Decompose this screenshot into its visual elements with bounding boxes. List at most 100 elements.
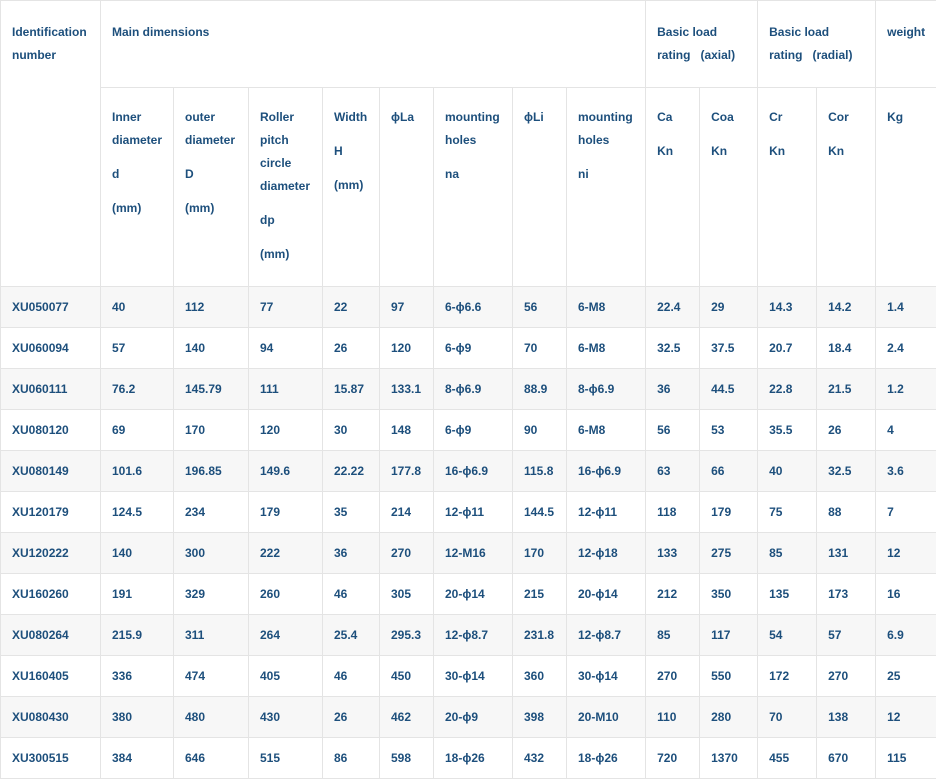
- table-cell: 234: [173, 491, 249, 533]
- table-cell: 6-M8: [565, 286, 647, 328]
- table-cell: 177.8: [379, 450, 434, 492]
- table-cell: 144.5: [512, 491, 567, 533]
- table-cell: 16-ϕ6.9: [433, 450, 513, 492]
- group-header: Basic load rating (radial): [757, 0, 877, 88]
- table-cell: 170: [512, 532, 567, 574]
- table-cell: 133: [645, 532, 701, 574]
- table-cell: 336: [100, 655, 174, 697]
- table-cell: 35: [322, 491, 380, 533]
- table-cell: 20-M10: [565, 696, 647, 738]
- table-cell: 6-M8: [565, 327, 647, 369]
- table-cell: 133.1: [379, 368, 434, 410]
- header-text: (mm): [112, 201, 142, 215]
- table-cell: 405: [248, 655, 323, 697]
- table-cell: 138: [816, 696, 877, 738]
- table-cell: 14.3: [757, 286, 818, 328]
- table-cell: 6-ϕ6.6: [433, 286, 513, 328]
- table-cell: 350: [699, 573, 759, 615]
- table-cell: 22: [322, 286, 380, 328]
- table-cell: 110: [645, 696, 701, 738]
- table-cell: 70: [512, 327, 567, 369]
- table-cell: 69: [100, 409, 174, 451]
- column-header: Cr Kn: [757, 87, 818, 287]
- table-cell: 44.5: [699, 368, 759, 410]
- table-cell: 90: [512, 409, 567, 451]
- table-row: XU120222 140 300 222 36 270 12-M16 170 12-ϕ18 133…: [0, 532, 936, 574]
- table-cell: 22.4: [645, 286, 701, 328]
- header-text: ϕLa: [391, 110, 414, 124]
- header-text: Kg: [887, 110, 904, 124]
- table-cell: 398: [512, 696, 567, 738]
- table-cell: 380: [100, 696, 174, 738]
- table-cell: 12-ϕ8.7: [433, 614, 513, 656]
- table-cell: 56: [512, 286, 567, 328]
- table-cell: 140: [173, 327, 249, 369]
- header-text: Kn: [828, 144, 845, 158]
- table-row: XU050077 40 112 77 22 97 6-ϕ6.6 56 6-M8 22.4 29 14.…: [0, 286, 936, 328]
- table-row: XU080120 69 170 120 30 148 6-ϕ9 90 6-M8 56 53 35.5 2…: [0, 409, 936, 451]
- table-cell: 22.8: [757, 368, 818, 410]
- group-header: Main dimensions: [99, 0, 647, 88]
- table-cell: 6-M8: [565, 409, 647, 451]
- table-cell: 12: [875, 696, 936, 738]
- table-cell: 16-ϕ6.9: [565, 450, 647, 492]
- table-cell: 140: [100, 532, 174, 574]
- header-text: (mm): [185, 201, 215, 215]
- table-cell: 76.2: [100, 368, 174, 410]
- table-cell: 450: [379, 655, 434, 697]
- table-cell: 29: [699, 286, 759, 328]
- table-cell: 35.5: [757, 409, 818, 451]
- table-cell: 97: [379, 286, 434, 328]
- table-cell: XU120222: [0, 532, 101, 574]
- header-text: mounting holes: [445, 110, 500, 147]
- table-cell: 32.5: [645, 327, 701, 369]
- table-cell: XU160405: [0, 655, 101, 697]
- table-cell: 384: [100, 737, 174, 779]
- table-cell: 22.22: [322, 450, 380, 492]
- table-cell: 515: [248, 737, 323, 779]
- table-cell: 112: [173, 286, 249, 328]
- table-cell: 131: [816, 532, 877, 574]
- header-text: Kn: [711, 144, 728, 158]
- header-line: Basic load: [657, 25, 718, 39]
- table-row: XU060094 57 140 94 26 120 6-ϕ9 70 6-M8 32.5 37.5 20…: [0, 327, 936, 369]
- header-line: number: [12, 48, 57, 62]
- group-header: Basic load rating (axial): [645, 0, 759, 88]
- table-body: XU050077 40 112 77 22 97 6-ϕ6.6 56 6-M8 22.4 29 14.…: [0, 286, 936, 779]
- table-cell: 214: [379, 491, 434, 533]
- table-cell: 8-ϕ6.9: [565, 368, 647, 410]
- table-cell: 26: [322, 696, 380, 738]
- table-cell: 115.8: [512, 450, 567, 492]
- table-row: XU300515 384 646 515 86 598 18-ϕ26 432 18-ϕ26 720…: [0, 737, 936, 779]
- table-cell: 18-ϕ26: [565, 737, 647, 779]
- table-cell: 300: [173, 532, 249, 574]
- table-cell: 462: [379, 696, 434, 738]
- header-text: dp: [260, 213, 275, 227]
- table-cell: 53: [699, 409, 759, 451]
- header-text: Kn: [769, 144, 786, 158]
- table-cell: 40: [100, 286, 174, 328]
- group-header: Identification number: [0, 0, 101, 287]
- table-cell: 720: [645, 737, 701, 779]
- column-header: ϕLa: [379, 87, 434, 287]
- table-cell: 311: [173, 614, 249, 656]
- table-cell: 54: [757, 614, 818, 656]
- table-cell: 40: [757, 450, 818, 492]
- table-cell: 14.2: [816, 286, 877, 328]
- table-cell: XU080149: [0, 450, 101, 492]
- header-text: Roller pitch circle diameter: [260, 110, 311, 193]
- table-row: XU080264 215.9 311 264 25.4 295.3 12-ϕ8.7 231.8…: [0, 614, 936, 656]
- table-cell: 6-ϕ9: [433, 327, 513, 369]
- table-cell: 36: [322, 532, 380, 574]
- table-cell: 270: [379, 532, 434, 574]
- column-header: Cor Kn: [816, 87, 877, 287]
- table-cell: 75: [757, 491, 818, 533]
- table-cell: 212: [645, 573, 701, 615]
- table-row: XU120179 124.5 234 179 35 214 12-ϕ11 144.5 12-ϕ1…: [0, 491, 936, 533]
- table-cell: 3.6: [875, 450, 936, 492]
- header-text: D: [185, 167, 194, 181]
- table-cell: 179: [248, 491, 323, 533]
- table-cell: XU060094: [0, 327, 101, 369]
- header-text: Cor: [828, 110, 849, 124]
